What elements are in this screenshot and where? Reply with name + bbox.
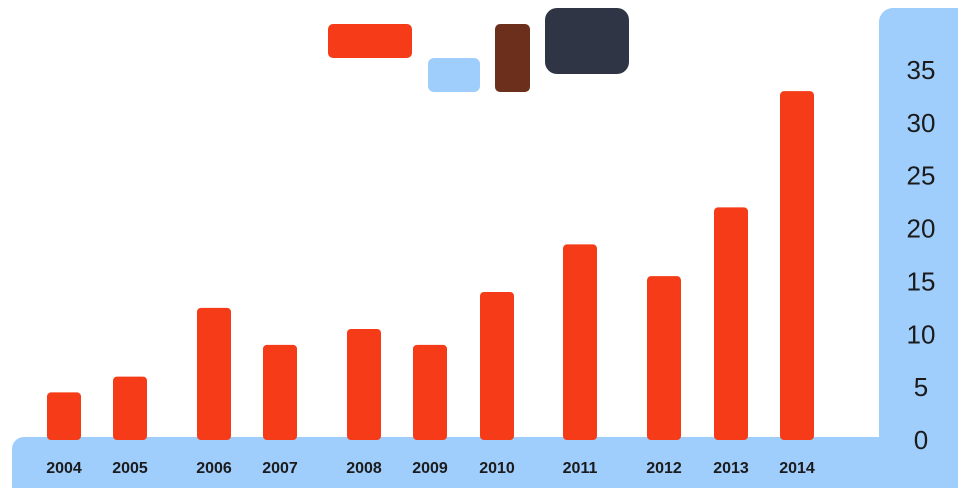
- x-tick-label: 2010: [479, 460, 515, 477]
- tick-labels: 2004 2005 2006 2007 2008 2009 2010 2011 2012 2013…: [46, 55, 935, 477]
- bar-2008: [347, 329, 381, 440]
- y-axis-band: [879, 8, 958, 488]
- x-tick-label: 2011: [563, 460, 598, 477]
- y-tick-label: 30: [907, 108, 936, 138]
- bar-2009: [413, 344, 447, 440]
- legend-swatch-brown: [495, 24, 530, 92]
- bar-2005: [113, 376, 147, 440]
- legend: [328, 8, 629, 92]
- y-tick-label: 10: [907, 319, 936, 349]
- bar-2011: [563, 244, 597, 440]
- x-tick-label: 2009: [412, 460, 448, 477]
- legend-swatch-light-blue: [428, 58, 480, 92]
- x-tick-label: 2005: [112, 460, 148, 477]
- x-tick-label: 2007: [262, 460, 298, 477]
- bar-2013: [714, 207, 748, 440]
- y-tick-label: 35: [907, 55, 936, 85]
- x-tick-label: 2006: [196, 460, 232, 477]
- x-tick-label: 2004: [46, 460, 82, 477]
- x-tick-label: 2014: [779, 460, 815, 477]
- y-tick-label: 5: [914, 372, 928, 402]
- y-tick-label: 0: [914, 425, 928, 455]
- x-tick-label: 2012: [646, 460, 682, 477]
- x-tick-label: 2013: [713, 460, 749, 477]
- y-tick-label: 20: [907, 214, 936, 244]
- bar-2006: [197, 307, 231, 440]
- legend-swatch-dark-slate: [545, 8, 629, 74]
- bars: [47, 91, 814, 441]
- y-tick-label: 25: [907, 161, 936, 191]
- bar-2007: [263, 344, 297, 440]
- y-tick-label: 15: [907, 266, 936, 296]
- bar-2012: [647, 276, 681, 440]
- legend-swatch-red: [328, 24, 412, 58]
- x-tick-label: 2008: [346, 460, 382, 477]
- bar-2014: [780, 91, 814, 441]
- axes: [12, 8, 958, 488]
- x-axis-band: [12, 437, 889, 488]
- bar-2004: [47, 392, 81, 440]
- bar-2010: [480, 292, 514, 440]
